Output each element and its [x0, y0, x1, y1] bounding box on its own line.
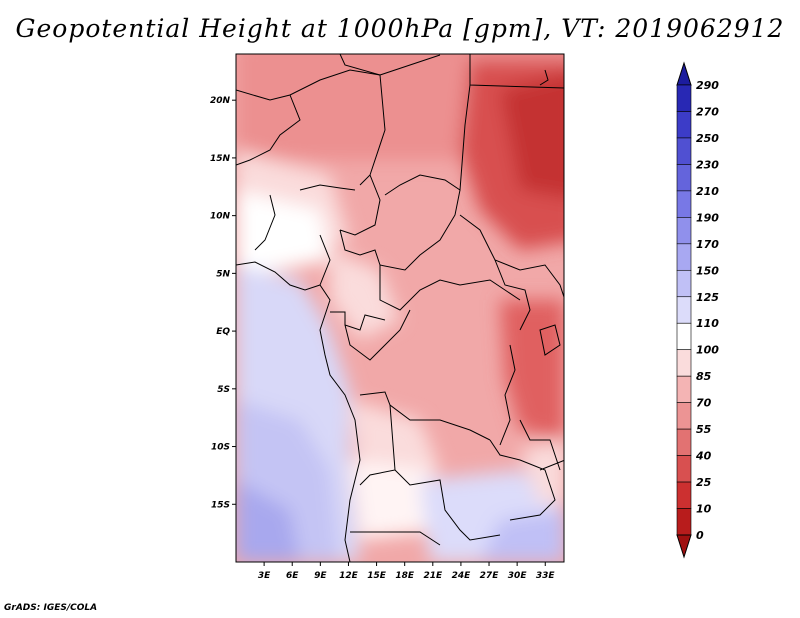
colorbar-label: 100: [696, 344, 719, 357]
colorbar-label: 230: [696, 158, 719, 171]
colorbar-label: 125: [696, 291, 719, 304]
y-tick-label: 15S: [211, 500, 230, 510]
height-field: [236, 54, 564, 562]
x-tick-label: 30E: [508, 571, 528, 581]
y-tick-label: 5N: [216, 269, 230, 279]
colorbar-segment: [676, 402, 692, 430]
colorbar-label: 250: [696, 132, 719, 145]
colorbar-label: 10: [696, 503, 712, 516]
x-tick-label: 6E: [286, 571, 299, 581]
colorbar: 2902702502302101901701501251101008570554…: [676, 61, 719, 559]
x-tick-label: 18E: [395, 571, 415, 581]
colorbar-label: 25: [696, 476, 712, 489]
colorbar-segment: [676, 111, 692, 139]
x-tick-label: 33E: [536, 571, 556, 581]
colorbar-segment: [676, 375, 692, 403]
y-tick-label: EQ: [216, 327, 230, 337]
x-tick-label: 24E: [452, 571, 472, 581]
colorbar-segment: [676, 455, 692, 483]
x-tick-label: 15E: [367, 571, 387, 581]
colorbar-label: 0: [696, 529, 704, 542]
colorbar-segment: [676, 296, 692, 324]
y-tick-label: 20N: [210, 96, 231, 106]
colorbar-label: 110: [696, 317, 719, 330]
y-tick-label: 15N: [210, 154, 231, 164]
map-frame: [235, 53, 565, 563]
x-tick-label: 12E: [339, 571, 359, 581]
colorbar-segment: [676, 428, 692, 456]
colorbar-segment: [676, 508, 692, 536]
x-tick-label: 27E: [480, 571, 500, 581]
y-tick-label: 10N: [210, 212, 231, 222]
colorbar-label: 190: [696, 211, 719, 224]
colorbar-segment: [676, 481, 692, 509]
software-credit: GrADS: IGES/COLA: [4, 603, 98, 613]
country-borders: [236, 54, 564, 562]
colorbar-segment: [676, 322, 692, 351]
map-axes: 3E 6E 9E 12E 15E 18E 21E 24E 27E 30E 33E 20N 15N 10N 5…: [210, 96, 556, 581]
colorbar-label: 70: [696, 397, 712, 410]
y-tick-label: 5S: [217, 385, 230, 395]
colorbar-segment: [676, 349, 692, 377]
colorbar-bottom-arrow: [676, 534, 692, 559]
chart-title: Geopotential Height at 1000hPa [gpm], VT…: [15, 14, 785, 43]
colorbar-segment: [676, 190, 692, 218]
colorbar-label: 55: [696, 423, 712, 436]
x-tick-label: 9E: [314, 571, 327, 581]
colorbar-segment: [676, 84, 692, 112]
colorbar-segment: [676, 137, 692, 165]
colorbar-label: 210: [696, 185, 719, 198]
colorbar-segment: [676, 164, 692, 192]
colorbar-top-arrow: [676, 61, 692, 86]
colorbar-segment: [676, 269, 692, 298]
colorbar-label: 150: [696, 264, 719, 277]
x-tick-label: 3E: [258, 571, 271, 581]
colorbar-segment: [676, 243, 692, 271]
colorbar-label: 270: [696, 105, 719, 118]
colorbar-segment: [676, 217, 692, 245]
colorbar-label: 290: [696, 79, 719, 92]
colorbar-label: 85: [696, 370, 712, 383]
colorbar-label: 170: [696, 238, 719, 251]
y-tick-label: 10S: [211, 443, 230, 453]
x-tick-label: 21E: [423, 571, 443, 581]
colorbar-label: 40: [695, 450, 712, 463]
